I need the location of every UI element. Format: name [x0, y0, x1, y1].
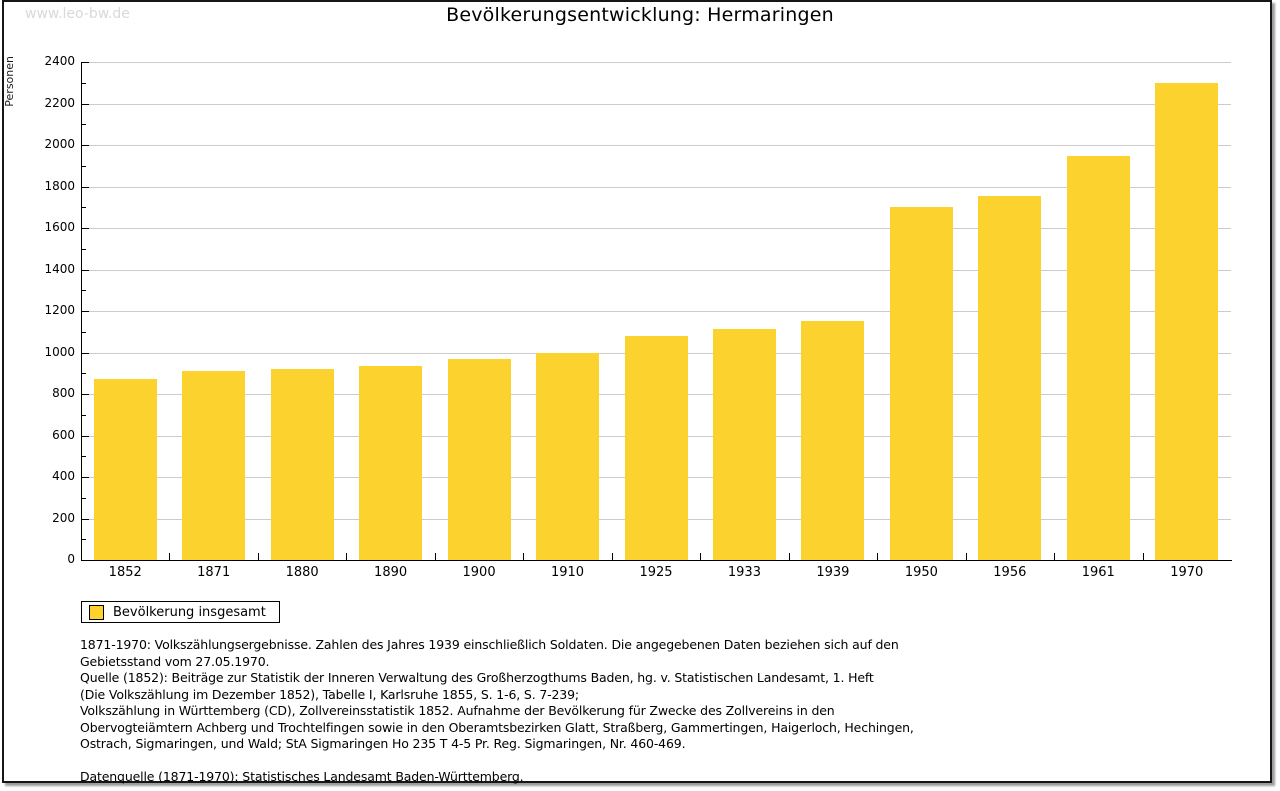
y-axis-tick-label: 1400 — [44, 261, 75, 276]
y-axis-minor-tick — [82, 414, 86, 416]
bar-1933 — [712, 328, 776, 560]
y-axis-minor-tick — [82, 456, 86, 458]
y-gridline — [82, 311, 1231, 312]
x-axis-tick-label: 1961 — [1081, 565, 1115, 580]
x-axis-tick-label: 1939 — [816, 565, 850, 580]
bar-1961 — [1066, 156, 1130, 560]
x-axis-tick — [523, 553, 525, 560]
y-axis-tick-label: 1600 — [44, 220, 75, 234]
y-axis-major-tick — [82, 186, 89, 188]
x-axis-tick — [611, 553, 613, 560]
bar-1910 — [536, 352, 600, 560]
footer-note-line: (Die Volkszählung im Dezember 1852), Tab… — [80, 686, 579, 702]
x-axis-tick-label: 1871 — [197, 565, 231, 580]
bar-1950 — [889, 207, 953, 560]
x-axis-tick-label: 1852 — [108, 565, 142, 580]
y-axis-tick-label: 1000 — [44, 344, 75, 359]
bar-1852 — [93, 379, 157, 560]
y-axis-tick-label: 2000 — [44, 137, 75, 151]
bar-1939 — [801, 321, 865, 560]
plot-axes — [81, 62, 1232, 561]
x-axis-tick — [788, 553, 790, 560]
bar-1925 — [624, 335, 688, 560]
y-axis-tick-label: 2400 — [44, 54, 75, 68]
y-axis-minor-tick — [82, 165, 86, 167]
x-axis-tick — [1142, 553, 1144, 560]
y-axis-minor-tick — [82, 290, 86, 292]
y-axis-minor-tick — [82, 373, 86, 375]
y-axis-minor-tick — [82, 539, 86, 541]
bar-1890 — [359, 365, 423, 560]
y-axis-tick-label: 400 — [52, 469, 75, 483]
y-axis-major-tick — [82, 62, 89, 63]
y-axis-major-tick — [82, 311, 89, 312]
footer-note-line: Quelle (1852): Beiträge zur Statistik de… — [80, 670, 874, 685]
y-gridline — [82, 269, 1231, 271]
x-axis-tick — [700, 553, 702, 560]
footer-note-line: Volkszählung in Württemberg (CD), Zollve… — [80, 703, 835, 718]
y-axis-tick-label: 200 — [52, 510, 75, 525]
watermark-leo-bw: www.leo-bw.de — [25, 6, 130, 22]
datasource-line: Datenquelle (1871-1970): Statistisches L… — [80, 769, 524, 784]
y-gridline — [82, 186, 1231, 188]
y-axis-major-tick — [82, 145, 89, 146]
y-axis-tick-label: 0 — [67, 552, 75, 566]
y-gridline — [82, 103, 1231, 105]
bar-1970 — [1155, 82, 1219, 560]
y-axis-major-tick — [82, 269, 89, 271]
y-gridline — [82, 145, 1231, 146]
x-axis-tick — [1054, 553, 1056, 560]
y-axis-minor-tick — [82, 124, 86, 126]
y-axis-major-tick — [82, 394, 89, 395]
footer-note-line: Ostrach, Sigmaringen, und Wald; StA Sigm… — [80, 736, 686, 751]
y-axis-minor-tick — [82, 207, 86, 209]
x-axis-tick — [257, 553, 259, 560]
x-axis-tick-label: 1880 — [285, 565, 319, 580]
y-axis-tick-label: 2200 — [44, 95, 75, 110]
footer-note-line: Gebietsstand vom 27.05.1970. — [80, 653, 270, 669]
footer-notes-block: 1871-1970: Volkszählungsergebnisse. Zahl… — [80, 637, 1220, 753]
x-axis-tick-label: 1950 — [904, 565, 938, 580]
y-axis-minor-tick — [82, 331, 86, 333]
x-axis-tick — [169, 553, 171, 560]
legend-label: Bevölkerung insgesamt — [113, 604, 266, 620]
bar-1880 — [270, 369, 334, 560]
y-axis-tick-label: 1800 — [44, 178, 75, 193]
x-axis-tick-label: 1925 — [639, 565, 673, 580]
x-axis-tick — [877, 553, 879, 560]
x-axis-tick — [965, 553, 967, 560]
footer-note-line: Obervogteiämtern Achberg und Trochtelfin… — [80, 719, 914, 735]
y-axis-minor-tick — [82, 497, 86, 499]
y-axis-tick-label: 1200 — [44, 303, 75, 317]
y-axis-minor-tick — [82, 82, 86, 84]
chart-title: Bevölkerungsentwicklung: Hermaringen — [446, 4, 834, 26]
y-axis-tick-label: 600 — [52, 427, 75, 442]
y-axis-major-tick — [82, 352, 89, 354]
x-axis-tick-label: 1933 — [727, 565, 761, 580]
y-axis-major-tick — [82, 435, 89, 437]
y-axis-major-tick — [82, 228, 89, 229]
y-axis-tick-label: 800 — [52, 386, 75, 400]
y-gridline — [82, 228, 1231, 229]
y-axis-major-tick — [82, 103, 89, 105]
bar-1900 — [447, 358, 511, 560]
x-axis-tick-label: 1900 — [462, 565, 496, 580]
x-axis-tick-label: 1956 — [993, 565, 1027, 580]
y-axis-major-tick — [82, 518, 89, 520]
x-axis-tick-label: 1910 — [550, 565, 585, 580]
x-axis-tick — [434, 553, 436, 560]
y-axis-minor-tick — [82, 248, 86, 250]
footer-note-line: 1871-1970: Volkszählungsergebnisse. Zahl… — [80, 637, 899, 652]
bar-1956 — [978, 195, 1042, 560]
y-axis-major-tick — [82, 477, 89, 478]
legend-box: Bevölkerung insgesamt — [81, 601, 280, 623]
x-axis-tick-label: 1890 — [374, 565, 408, 580]
y-gridline — [82, 62, 1231, 63]
bar-1871 — [182, 371, 246, 560]
legend-color-swatch-icon — [89, 604, 104, 620]
x-axis-tick — [346, 553, 348, 560]
source-notes: 1871-1970: Volkszählungsergebnisse. Zahl… — [80, 637, 1220, 786]
x-axis-tick-label: 1970 — [1170, 565, 1204, 580]
